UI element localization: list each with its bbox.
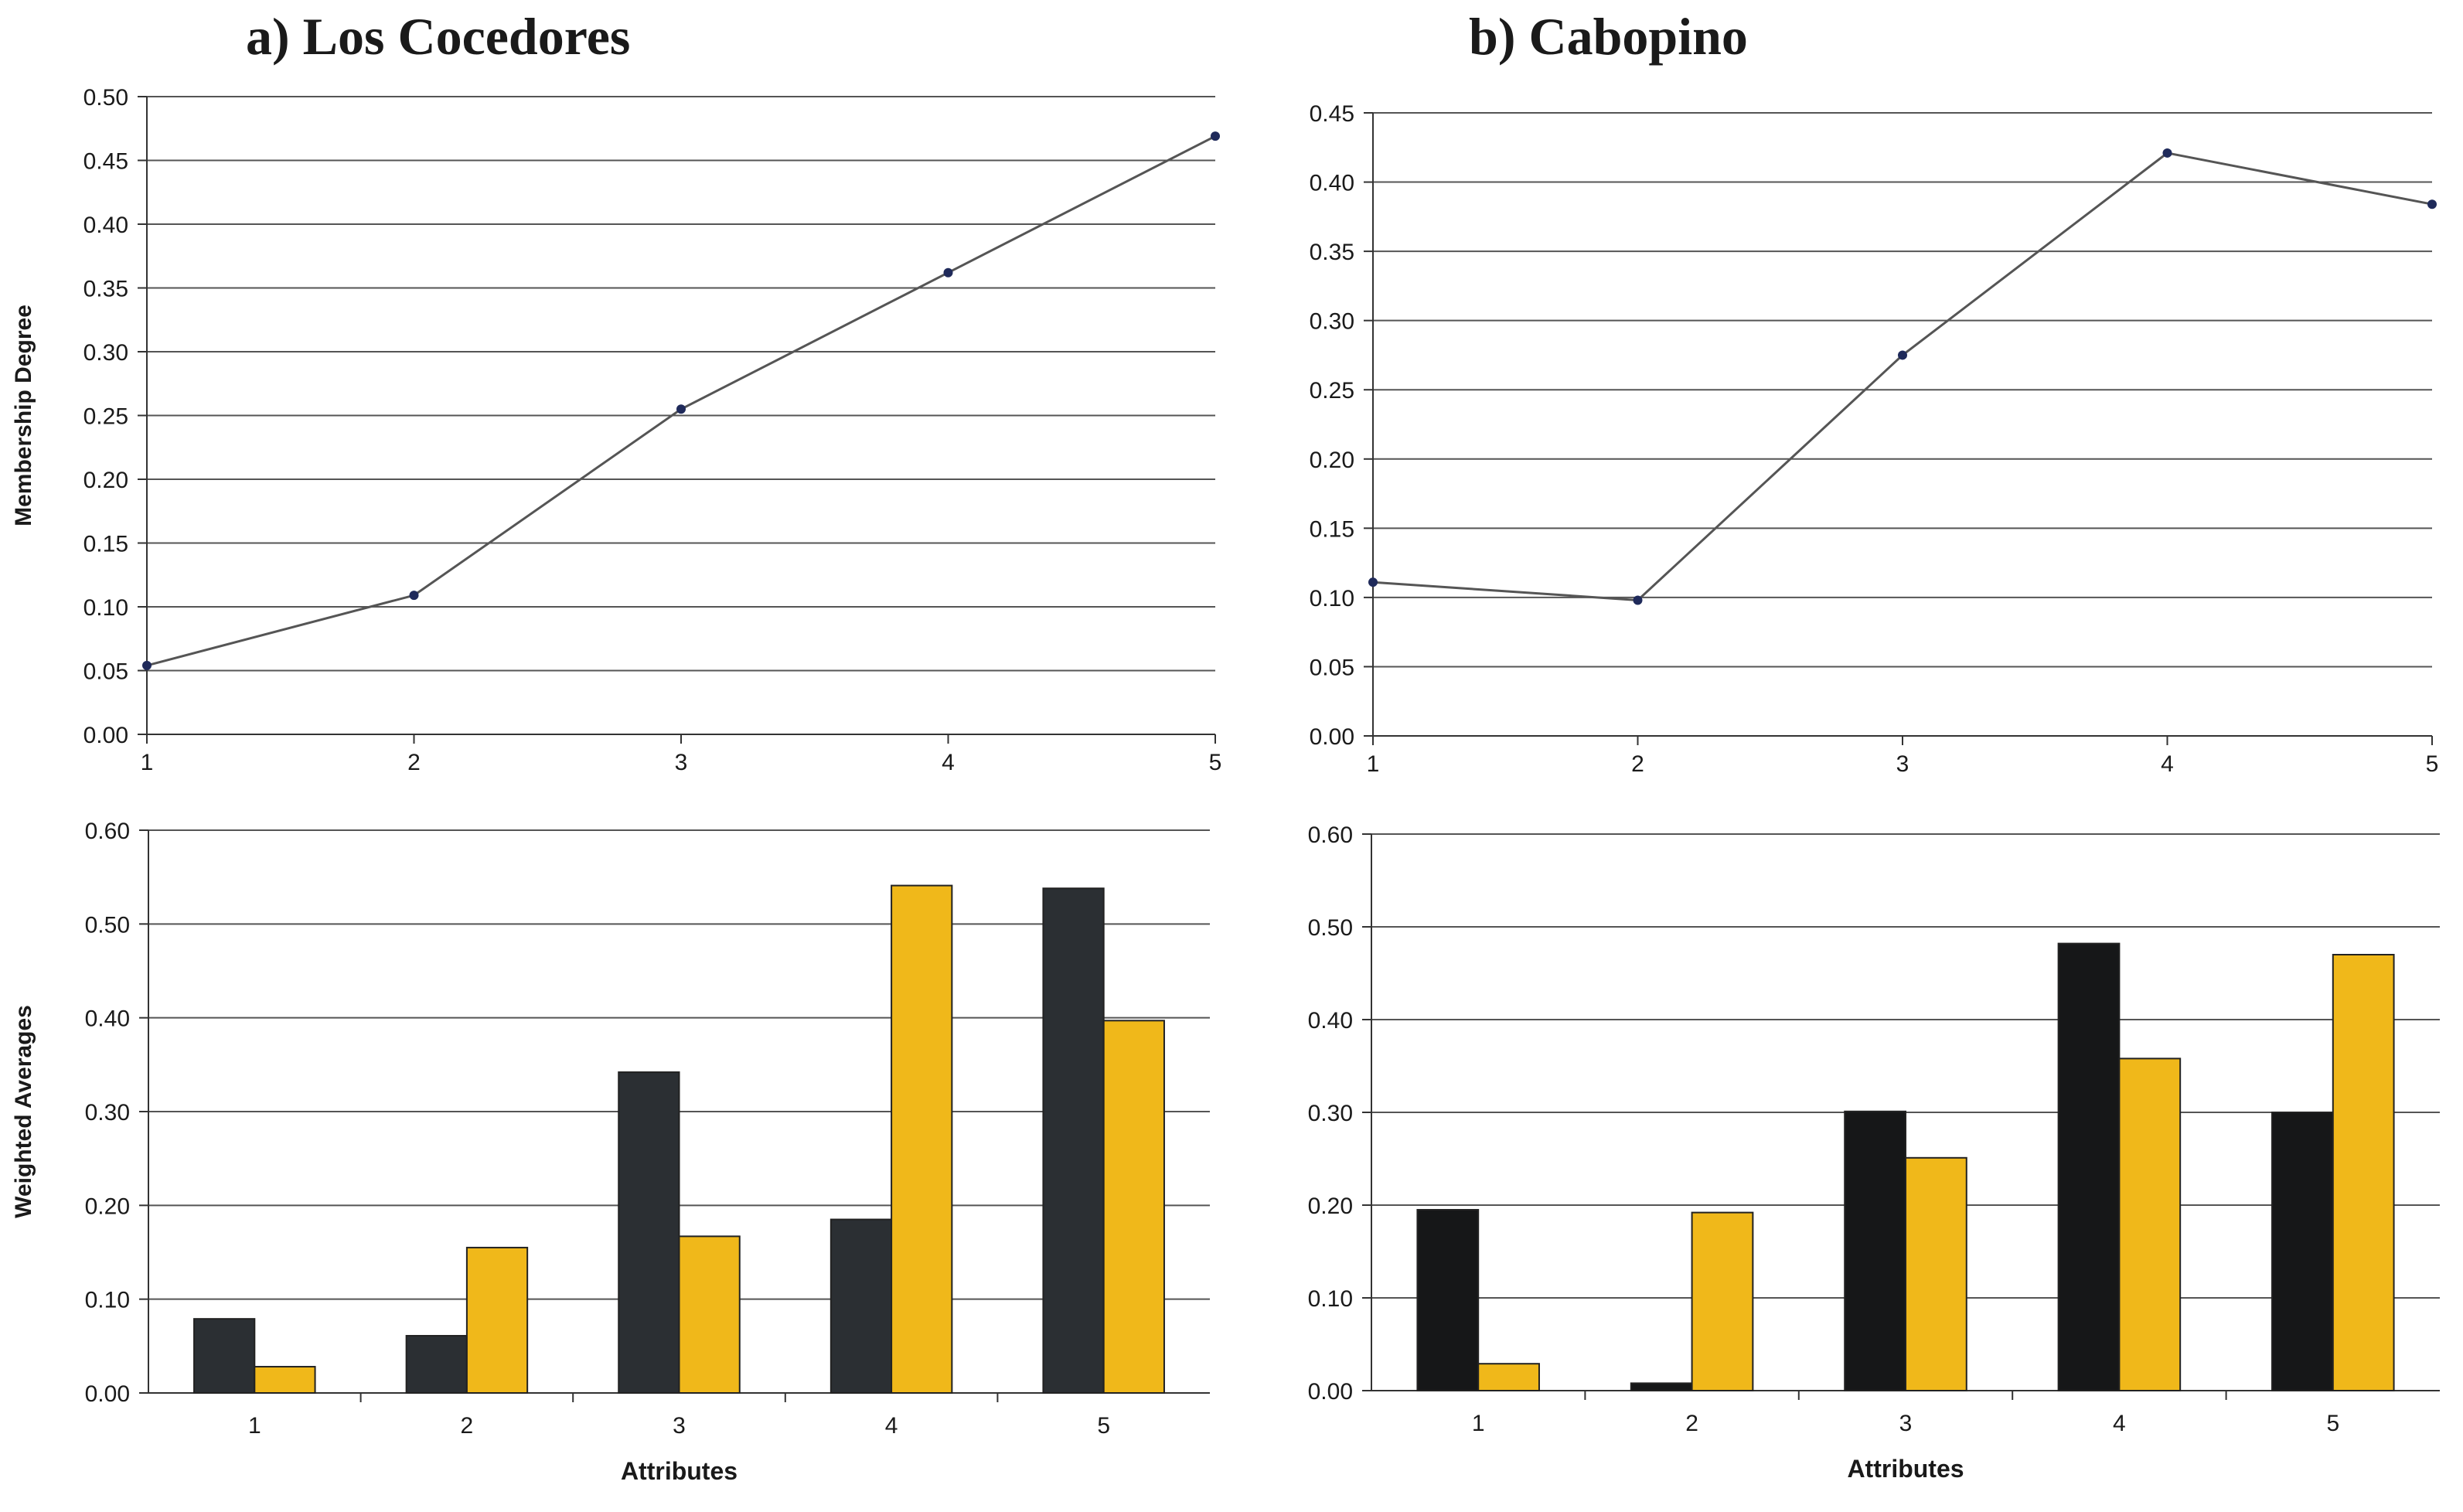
y-tick-label: 0.50 xyxy=(85,912,130,938)
x-tick-label: 5 xyxy=(1097,1413,1110,1439)
y-tick-label: 0.60 xyxy=(85,819,130,844)
bar xyxy=(1102,1020,1165,1394)
x-tick-label: 1 xyxy=(141,750,154,775)
data-point xyxy=(2162,148,2172,158)
y-tick-label: 0.10 xyxy=(1310,586,1354,611)
y-tick-label: 0.60 xyxy=(1308,822,1353,848)
y-tick-label: 0.25 xyxy=(1310,378,1354,404)
y-tick-label: 0.30 xyxy=(83,340,128,366)
data-point xyxy=(142,660,152,670)
x-tick-label: 4 xyxy=(2161,751,2174,777)
x-tick-label: 2 xyxy=(407,750,421,775)
bar xyxy=(1630,1382,1693,1392)
y-tick-label: 0.20 xyxy=(1310,448,1354,473)
bar xyxy=(1691,1211,1754,1391)
y-axis-label: Weighted Averages xyxy=(11,1005,36,1218)
y-tick-label: 0.30 xyxy=(85,1100,130,1125)
x-tick-label: 3 xyxy=(675,750,688,775)
bar xyxy=(1905,1156,1967,1392)
x-tick-label: 5 xyxy=(1209,750,1222,775)
chart-b-line: 0.00 0.05 0.10 0.15 0.20 0.25 0.30 0.35 0.40 0.45… xyxy=(1310,101,2439,777)
data-point xyxy=(943,267,953,278)
bar xyxy=(254,1366,316,1394)
bar xyxy=(618,1071,680,1395)
series-line xyxy=(1372,152,2433,602)
y-axis-label: Membership Degree xyxy=(11,305,36,526)
y-tick-label: 0.05 xyxy=(83,659,128,685)
bar xyxy=(678,1235,741,1394)
y-tick-label: 0.15 xyxy=(83,532,128,557)
bar xyxy=(193,1318,256,1394)
bar xyxy=(1477,1363,1540,1391)
y-tick-label: 0.00 xyxy=(85,1381,130,1407)
bar xyxy=(2271,1112,2334,1391)
x-tick-label: 4 xyxy=(2113,1411,2126,1436)
y-tick-label: 0.35 xyxy=(1310,240,1354,265)
series-line xyxy=(146,135,1216,667)
y-tick-label: 0.30 xyxy=(1308,1101,1353,1126)
y-tick-label: 0.35 xyxy=(83,277,128,302)
x-tick-label: 3 xyxy=(673,1413,686,1439)
y-tick-label: 0.30 xyxy=(1310,309,1354,335)
y-tick-label: 0.50 xyxy=(1308,915,1353,941)
bar xyxy=(830,1218,893,1394)
bar xyxy=(1042,887,1105,1394)
y-tick-label: 0.10 xyxy=(83,595,128,621)
y-tick-label: 0.20 xyxy=(83,468,128,493)
bar xyxy=(465,1246,529,1395)
x-axis-label: Attributes xyxy=(1847,1455,1964,1483)
chart-a-bar: 0.00 0.10 0.20 0.30 0.40 0.50 0.60 Weighted Ave… xyxy=(11,819,1210,1485)
x-tick-label: 3 xyxy=(1896,751,1909,777)
bar xyxy=(1416,1209,1480,1391)
y-tick-label: 0.05 xyxy=(1310,655,1354,680)
data-point xyxy=(1368,577,1378,587)
y-tick-label: 0.15 xyxy=(1310,516,1354,542)
data-point xyxy=(1633,595,1643,605)
y-tick-label: 0.00 xyxy=(83,723,128,748)
x-tick-label: 4 xyxy=(885,1413,898,1439)
y-tick-label: 0.40 xyxy=(85,1006,130,1032)
y-tick-label: 0.00 xyxy=(1308,1379,1353,1405)
x-tick-label: 1 xyxy=(1472,1411,1485,1436)
panel-title-a: a) Los Cocedores xyxy=(246,7,631,66)
y-tick-label: 0.10 xyxy=(1308,1286,1353,1312)
y-tick-label: 0.40 xyxy=(1308,1008,1353,1034)
bar xyxy=(2118,1057,2182,1392)
x-axis-label: Attributes xyxy=(621,1457,738,1485)
y-tick-label: 0.20 xyxy=(85,1194,130,1219)
data-point xyxy=(2427,199,2437,209)
y-tick-label: 0.45 xyxy=(83,149,128,175)
x-tick-label: 5 xyxy=(2426,751,2439,777)
chart-a-line: 0.00 0.05 0.10 0.15 0.20 0.25 0.30 0.35 0.40 0.45… xyxy=(11,85,1221,775)
y-tick-label: 0.25 xyxy=(83,404,128,430)
panel-title-b: b) Cabopino xyxy=(1469,7,1748,66)
y-tick-label: 0.40 xyxy=(1310,171,1354,196)
data-point xyxy=(1211,131,1220,141)
bar xyxy=(2332,954,2395,1391)
x-tick-label: 1 xyxy=(1367,751,1380,777)
data-point xyxy=(409,591,419,601)
x-tick-label: 4 xyxy=(942,750,955,775)
bar xyxy=(1844,1110,1907,1392)
x-tick-label: 2 xyxy=(1685,1411,1698,1436)
data-point xyxy=(676,404,686,414)
bar xyxy=(405,1334,468,1395)
y-tick-label: 0.00 xyxy=(1310,724,1354,750)
x-tick-label: 5 xyxy=(2326,1411,2339,1436)
bar xyxy=(891,884,953,1394)
x-tick-label: 1 xyxy=(248,1413,261,1439)
data-point xyxy=(1898,350,1907,360)
y-tick-label: 0.50 xyxy=(83,85,128,111)
bar xyxy=(2057,942,2121,1391)
x-tick-label: 2 xyxy=(1631,751,1644,777)
chart-b-bar: 0.00 0.10 0.20 0.30 0.40 0.50 0.60 1 2 3 4 5 Attribu… xyxy=(1308,822,2440,1483)
x-tick-label: 2 xyxy=(461,1413,474,1439)
y-tick-label: 0.45 xyxy=(1310,101,1354,127)
y-tick-label: 0.20 xyxy=(1308,1194,1353,1219)
y-tick-label: 0.40 xyxy=(83,213,128,238)
y-tick-label: 0.10 xyxy=(85,1288,130,1313)
x-tick-label: 3 xyxy=(1899,1411,1913,1436)
